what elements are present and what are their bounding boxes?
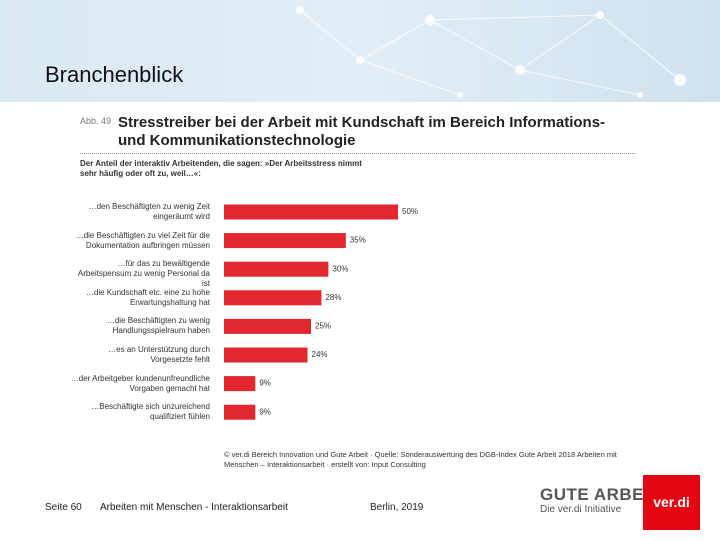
value-label: 9% (259, 379, 271, 388)
category-label: …die Beschäftigten zu viel Zeit für die … (75, 230, 210, 250)
bar (224, 261, 329, 277)
logo-gute-arbeit: GUTE ARBEIT (540, 485, 661, 504)
footer-date: Berlin, 2019 (370, 502, 424, 513)
bar (224, 233, 346, 249)
figure-number: Abb. 49 (80, 116, 112, 126)
logo-gute-arbeit-sub: Die ver.di Initiative (540, 504, 622, 515)
bar (224, 318, 311, 334)
category-label: …für das zu bewältigende Arbeitspensum z… (77, 259, 210, 289)
bar (224, 204, 398, 220)
chart-subtitle: Der Anteil der interaktiv Arbeitenden, d… (80, 159, 362, 178)
logo-verdi: ver.di (643, 475, 700, 530)
value-label: 9% (259, 407, 271, 416)
value-label: 30% (332, 264, 348, 273)
category-label: …der Arbeitgeber kundenunfreundliche Vor… (70, 373, 210, 393)
value-label: 25% (315, 322, 331, 331)
value-label: 28% (325, 293, 341, 302)
source-note: © ver.di Bereich Innovation und Gute Arb… (224, 450, 617, 469)
bar (224, 347, 308, 363)
chart-title: Stresstreiber bei der Arbeit mit Kundsch… (118, 114, 606, 149)
category-label: …Beschäftigte sich unzureichend qualifiz… (91, 402, 210, 422)
header-graphic (296, 6, 686, 98)
category-label: …die Beschäftigten zu wenig Handlungsspi… (106, 316, 210, 336)
header-band (0, 0, 720, 102)
category-label: …den Beschäftigten zu wenig Zeit eingerä… (88, 202, 210, 221)
bar (224, 404, 256, 420)
divider (80, 153, 635, 154)
page-number: Seite 60 (45, 502, 82, 513)
value-label: 35% (350, 236, 366, 245)
category-label: …es an Unterstützung durch Vorgesetzte f… (108, 345, 210, 364)
value-label: 50% (402, 207, 418, 216)
bar (224, 376, 256, 392)
bar (224, 290, 322, 306)
slide-title: Branchenblick (45, 62, 184, 87)
footer-topic: Arbeiten mit Menschen - Interaktionsarbe… (100, 502, 288, 513)
category-label: …die Kundschaft etc. eine zu hohe Erwart… (85, 287, 210, 307)
value-label: 24% (312, 350, 328, 359)
